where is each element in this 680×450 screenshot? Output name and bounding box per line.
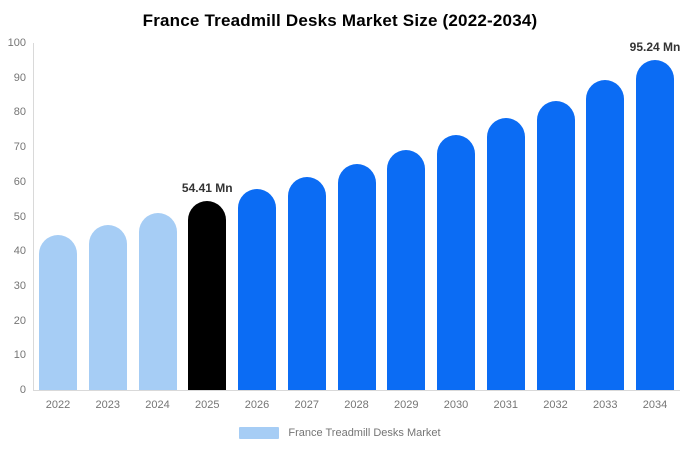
bar-2028[interactable]: [337, 164, 376, 390]
bar-2033[interactable]: [586, 80, 625, 390]
x-tick-label-2029: 2029: [394, 399, 419, 411]
x-tick-label-2030: 2030: [443, 399, 469, 411]
bar-2023[interactable]: [88, 224, 127, 390]
x-tick-label-2031: 2031: [493, 399, 518, 411]
y-tick-label-80: 80: [13, 106, 26, 119]
x-tick-label-2024: 2024: [145, 399, 170, 411]
data-label-2034: 95.24 Mn: [629, 39, 680, 54]
x-tick-label-2028: 2028: [344, 399, 369, 411]
bar-2027[interactable]: [287, 177, 326, 390]
y-tick-label-70: 70: [13, 141, 26, 154]
chart-title: France Treadmill Desks Market Size (2022…: [142, 11, 538, 30]
y-tick-label-50: 50: [13, 210, 26, 223]
bar-2032[interactable]: [536, 100, 575, 390]
bar-2026[interactable]: [238, 189, 276, 390]
y-tick-label-30: 30: [13, 279, 26, 292]
y-tick-label-20: 20: [13, 314, 26, 327]
legend-item[interactable]: France Treadmill Desks Market: [0, 423, 680, 443]
data-label-2025: 54.41 Mn: [181, 181, 233, 196]
y-tick-label-10: 10: [13, 349, 26, 362]
y-tick-label-40: 40: [13, 245, 26, 258]
x-tick-label-2022: 2022: [45, 399, 71, 411]
x-tick-label-2026: 2026: [244, 399, 270, 411]
x-tick-label-2027: 2027: [294, 399, 319, 411]
y-tick-label-100: 100: [7, 37, 26, 49]
x-axis-line: [33, 390, 680, 391]
y-tick-label-90: 90: [13, 71, 26, 84]
bar-2025[interactable]: [188, 201, 227, 390]
bar-2029[interactable]: [387, 149, 426, 390]
x-tick-label-2032: 2032: [543, 399, 568, 411]
y-axis-line: [33, 43, 34, 390]
bar-2024[interactable]: [138, 213, 177, 390]
x-tick-label-2025: 2025: [195, 399, 220, 411]
y-tick-label-60: 60: [13, 175, 26, 188]
legend-label: France Treadmill Desks Market: [288, 427, 441, 439]
x-tick-label-2034: 2034: [642, 399, 668, 411]
x-tick-label-2033: 2033: [593, 399, 618, 411]
bar-2022[interactable]: [39, 235, 77, 390]
bar-2030[interactable]: [437, 134, 475, 390]
bar-2031[interactable]: [486, 117, 525, 390]
y-tick-label-0: 0: [19, 384, 26, 396]
bar-2034[interactable]: [636, 59, 674, 390]
legend-swatch: [239, 427, 280, 439]
x-tick-label-2023: 2023: [95, 399, 120, 411]
